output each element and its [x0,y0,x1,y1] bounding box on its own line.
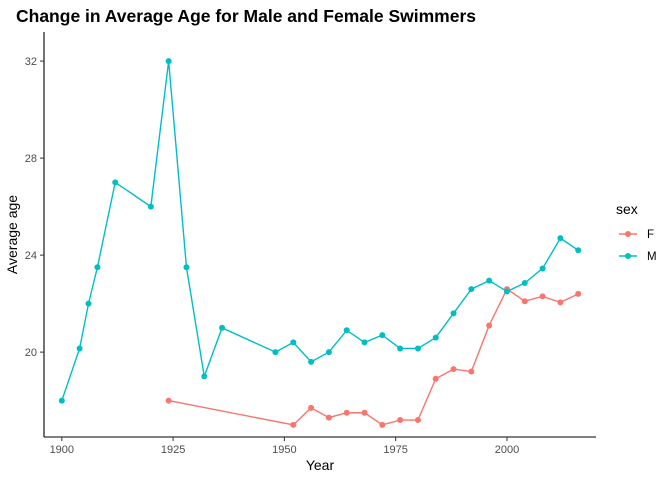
data-point-M [147,203,154,210]
data-point-F [325,414,332,421]
legend-title: sex [616,201,638,217]
legend: sex FM [616,201,657,263]
x-tick-label: 1925 [161,444,185,456]
x-tick-label: 1900 [50,444,74,456]
data-point-F [432,375,439,382]
data-point-F [165,397,172,404]
data-point-F [468,368,475,375]
x-axis-label: Year [306,457,335,473]
data-point-F [557,299,564,306]
data-point-F [361,409,368,416]
data-point-M [539,265,546,272]
data-point-M [503,288,510,295]
data-point-F [308,404,315,411]
chart-title: Change in Average Age for Male and Femal… [16,6,476,26]
data-point-F [575,290,582,297]
data-point-M [165,58,172,65]
data-point-M [308,358,315,365]
data-point-F [539,293,546,300]
data-point-F [379,421,386,428]
y-tick-label: 24 [25,250,37,262]
data-point-F [521,298,528,305]
legend-item-M: M [619,251,657,263]
data-point-F [290,421,297,428]
x-axis-ticks: 1900 1925 1950 1975 2000 [50,437,519,456]
legend-key-point [625,231,631,237]
data-point-F [414,417,421,424]
data-point-M [450,310,457,317]
data-point-M [557,235,564,242]
data-point-M [468,286,475,293]
data-point-M [183,264,190,271]
y-axis-ticks: 20 24 28 32 [25,56,44,359]
data-point-M [379,332,386,339]
data-point-M [94,264,101,271]
legend-label: F [647,229,654,241]
data-point-M [290,339,297,346]
x-tick-label: 2000 [495,444,519,456]
data-point-M [201,373,208,380]
data-point-M [219,324,226,331]
data-point-M [575,247,582,254]
x-tick-label: 1975 [383,444,407,456]
legend-item-F: F [619,229,654,241]
data-point-M [325,349,332,356]
data-point-F [486,322,493,329]
data-point-M [76,345,83,352]
data-point-M [112,179,119,186]
data-point-M [414,345,421,352]
x-tick-label: 1950 [272,444,296,456]
data-point-M [272,349,279,356]
legend-key-point [625,253,631,259]
data-point-M [85,300,92,307]
y-tick-label: 20 [25,347,37,359]
legend-label: M [647,251,657,263]
y-axis-label: Average age [4,195,20,274]
data-point-F [450,366,457,373]
data-point-M [521,280,528,287]
data-point-M [58,397,65,404]
y-tick-label: 32 [25,56,37,68]
series-line-M [61,61,579,401]
data-point-M [486,277,493,284]
plot-area [58,58,582,428]
data-point-M [432,334,439,341]
data-point-F [397,417,404,424]
data-point-M [343,327,350,334]
data-point-M [361,339,368,346]
series-line-F [168,288,579,426]
data-point-M [397,345,404,352]
y-tick-label: 28 [25,153,37,165]
data-point-F [343,409,350,416]
